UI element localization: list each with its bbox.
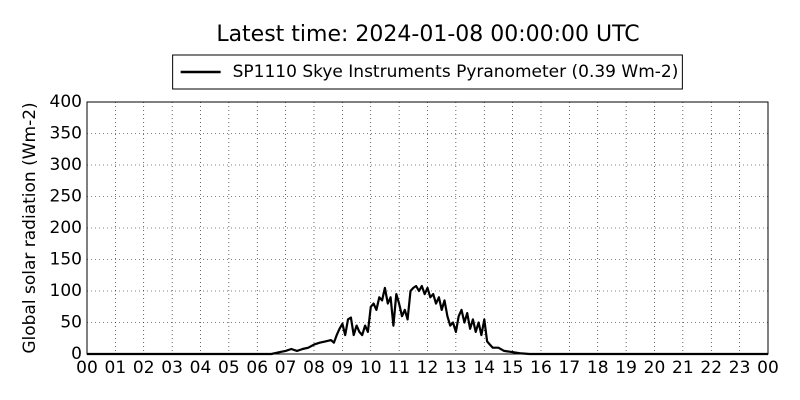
x-tick-label: 21 xyxy=(672,358,694,378)
x-tick-label: 20 xyxy=(644,358,666,378)
x-tick-label: 11 xyxy=(388,358,410,378)
x-tick-label: 07 xyxy=(275,358,297,378)
x-tick-label: 22 xyxy=(700,358,722,378)
legend: SP1110 Skye Instruments Pyranometer (0.3… xyxy=(172,54,683,90)
x-tick-label: 13 xyxy=(445,358,467,378)
y-tick-label: 350 xyxy=(50,124,82,144)
x-tick-label: 14 xyxy=(473,358,495,378)
x-tick-label: 17 xyxy=(559,358,581,378)
x-tick-label: 16 xyxy=(530,358,552,378)
y-tick-label: 50 xyxy=(60,313,82,333)
x-tick-label: 18 xyxy=(587,358,609,378)
x-tick-label: 04 xyxy=(190,358,212,378)
x-tick-label: 01 xyxy=(105,358,127,378)
x-tick-label: 09 xyxy=(332,358,354,378)
y-tick-label: 200 xyxy=(50,218,82,238)
x-tick-label: 00 xyxy=(76,358,98,378)
y-tick-label: 100 xyxy=(50,281,82,301)
y-tick-label: 400 xyxy=(50,92,82,112)
x-tick-label: 08 xyxy=(303,358,325,378)
x-tick-label: 05 xyxy=(218,358,240,378)
x-tick-label: 03 xyxy=(161,358,183,378)
x-tick-label: 10 xyxy=(360,358,382,378)
x-tick-label: 06 xyxy=(246,358,268,378)
x-tick-label: 00 xyxy=(757,358,779,378)
x-tick-label: 12 xyxy=(417,358,439,378)
y-tick-label: 300 xyxy=(50,155,82,175)
x-tick-label: 02 xyxy=(133,358,155,378)
x-tick-label: 15 xyxy=(502,358,524,378)
plot-frame xyxy=(86,101,769,355)
y-axis-label: Global solar radiation (Wm-2) xyxy=(20,102,40,353)
y-tick-label: 150 xyxy=(50,250,82,270)
legend-label: SP1110 Skye Instruments Pyranometer (0.3… xyxy=(233,62,679,82)
y-tick-label: 250 xyxy=(50,187,82,207)
x-tick-label: 23 xyxy=(729,358,751,378)
x-tick-label: 19 xyxy=(615,358,637,378)
data-line xyxy=(87,284,768,356)
y-tick-label: 0 xyxy=(71,344,82,364)
legend-box xyxy=(172,54,683,90)
chart-title: Latest time: 2024-01-08 00:00:00 UTC xyxy=(216,22,639,47)
